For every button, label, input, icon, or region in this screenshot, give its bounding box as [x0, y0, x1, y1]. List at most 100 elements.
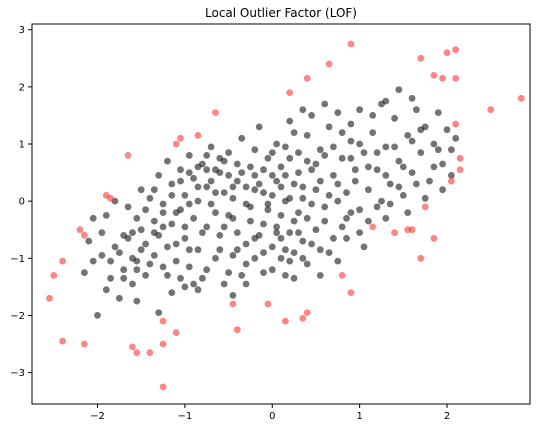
inlier-point: [448, 146, 455, 154]
inlier-point: [159, 200, 167, 208]
inlier-point: [417, 149, 425, 157]
chart-title: Local Outlier Factor (LOF): [205, 6, 357, 20]
inlier-point: [356, 206, 363, 214]
inlier-point: [268, 243, 276, 251]
inlier-point: [146, 260, 154, 268]
inlier-point: [321, 203, 329, 211]
inlier-point: [356, 106, 363, 114]
inlier-point: [413, 180, 420, 188]
inlier-point: [199, 274, 206, 282]
inlier-point: [129, 229, 136, 237]
inlier-point: [220, 189, 228, 197]
inlier-point: [242, 183, 250, 191]
inlier-point: [164, 243, 171, 251]
inlier-point: [164, 157, 171, 165]
inlier-point: [238, 134, 246, 142]
inlier-point: [434, 109, 442, 116]
inlier-point: [286, 117, 294, 125]
inlier-point: [181, 223, 189, 231]
inlier-point: [295, 229, 302, 237]
outlier-point: [282, 317, 289, 325]
inlier-point: [150, 217, 158, 225]
inlier-point: [133, 266, 141, 274]
inlier-point: [137, 226, 145, 234]
x-tick-label: 2: [444, 411, 450, 422]
outlier-point: [487, 106, 495, 114]
inlier-point: [277, 163, 285, 171]
inlier-point: [185, 169, 193, 177]
inlier-point: [351, 166, 359, 174]
y-tick-label: 0: [19, 197, 25, 208]
inlier-point: [356, 140, 363, 148]
inlier-point: [247, 203, 254, 211]
inlier-point: [190, 174, 198, 182]
inlier-point: [159, 263, 167, 271]
inlier-point: [194, 197, 202, 205]
inlier-point: [225, 172, 233, 179]
inlier-point: [102, 212, 110, 219]
inlier-point: [199, 229, 206, 237]
inlier-point: [155, 309, 163, 316]
inlier-point: [229, 292, 237, 299]
inlier-point: [273, 177, 280, 185]
inlier-point: [194, 183, 202, 191]
inlier-point: [81, 269, 88, 276]
outlier-point: [369, 223, 377, 231]
outlier-point: [417, 54, 425, 62]
inlier-point: [347, 209, 355, 217]
inlier-point: [268, 192, 276, 199]
inlier-point: [316, 146, 324, 154]
inlier-point: [343, 189, 350, 197]
outlier-point: [107, 194, 114, 202]
inlier-point: [290, 249, 298, 256]
inlier-point: [229, 194, 237, 202]
x-axis: −2 −1 0 1 2: [90, 404, 450, 422]
outlier-point: [456, 154, 464, 162]
inlier-point: [312, 160, 320, 168]
inlier-point: [242, 260, 250, 268]
outlier-point: [448, 177, 455, 185]
inlier-point: [133, 214, 141, 222]
inlier-point: [303, 260, 311, 268]
outlier-point: [303, 309, 311, 316]
inlier-point: [185, 246, 193, 254]
inlier-point: [268, 266, 276, 274]
inlier-point: [299, 194, 307, 202]
inlier-point: [264, 206, 272, 214]
points-layer: [46, 40, 525, 391]
inlier-point: [439, 186, 446, 194]
inlier-point: [290, 180, 298, 188]
inlier-point: [365, 217, 372, 225]
inlier-point: [338, 129, 346, 137]
inlier-point: [94, 312, 101, 319]
inlier-point: [360, 149, 368, 157]
outlier-point: [430, 72, 438, 79]
outlier-point: [129, 343, 136, 351]
inlier-point: [220, 280, 228, 288]
inlier-point: [282, 272, 289, 279]
inlier-point: [150, 229, 158, 237]
inlier-point: [369, 112, 377, 119]
inlier-point: [107, 274, 114, 282]
inlier-point: [168, 289, 176, 296]
inlier-point: [448, 172, 455, 179]
inlier-point: [299, 237, 307, 245]
inlier-point: [120, 266, 128, 274]
inlier-point: [220, 223, 228, 231]
inlier-point: [338, 223, 346, 231]
x-tick-label: 0: [269, 411, 275, 422]
inlier-point: [185, 200, 193, 208]
inlier-point: [225, 212, 233, 219]
inlier-point: [251, 146, 259, 154]
inlier-point: [233, 229, 241, 237]
inlier-point: [277, 212, 285, 219]
inlier-point: [325, 249, 333, 256]
outlier-point: [50, 272, 58, 279]
inlier-point: [168, 220, 176, 228]
inlier-point: [426, 177, 433, 185]
inlier-point: [391, 114, 398, 122]
inlier-point: [116, 294, 123, 302]
inlier-point: [417, 126, 425, 134]
inlier-point: [308, 240, 315, 248]
inlier-point: [159, 223, 167, 231]
